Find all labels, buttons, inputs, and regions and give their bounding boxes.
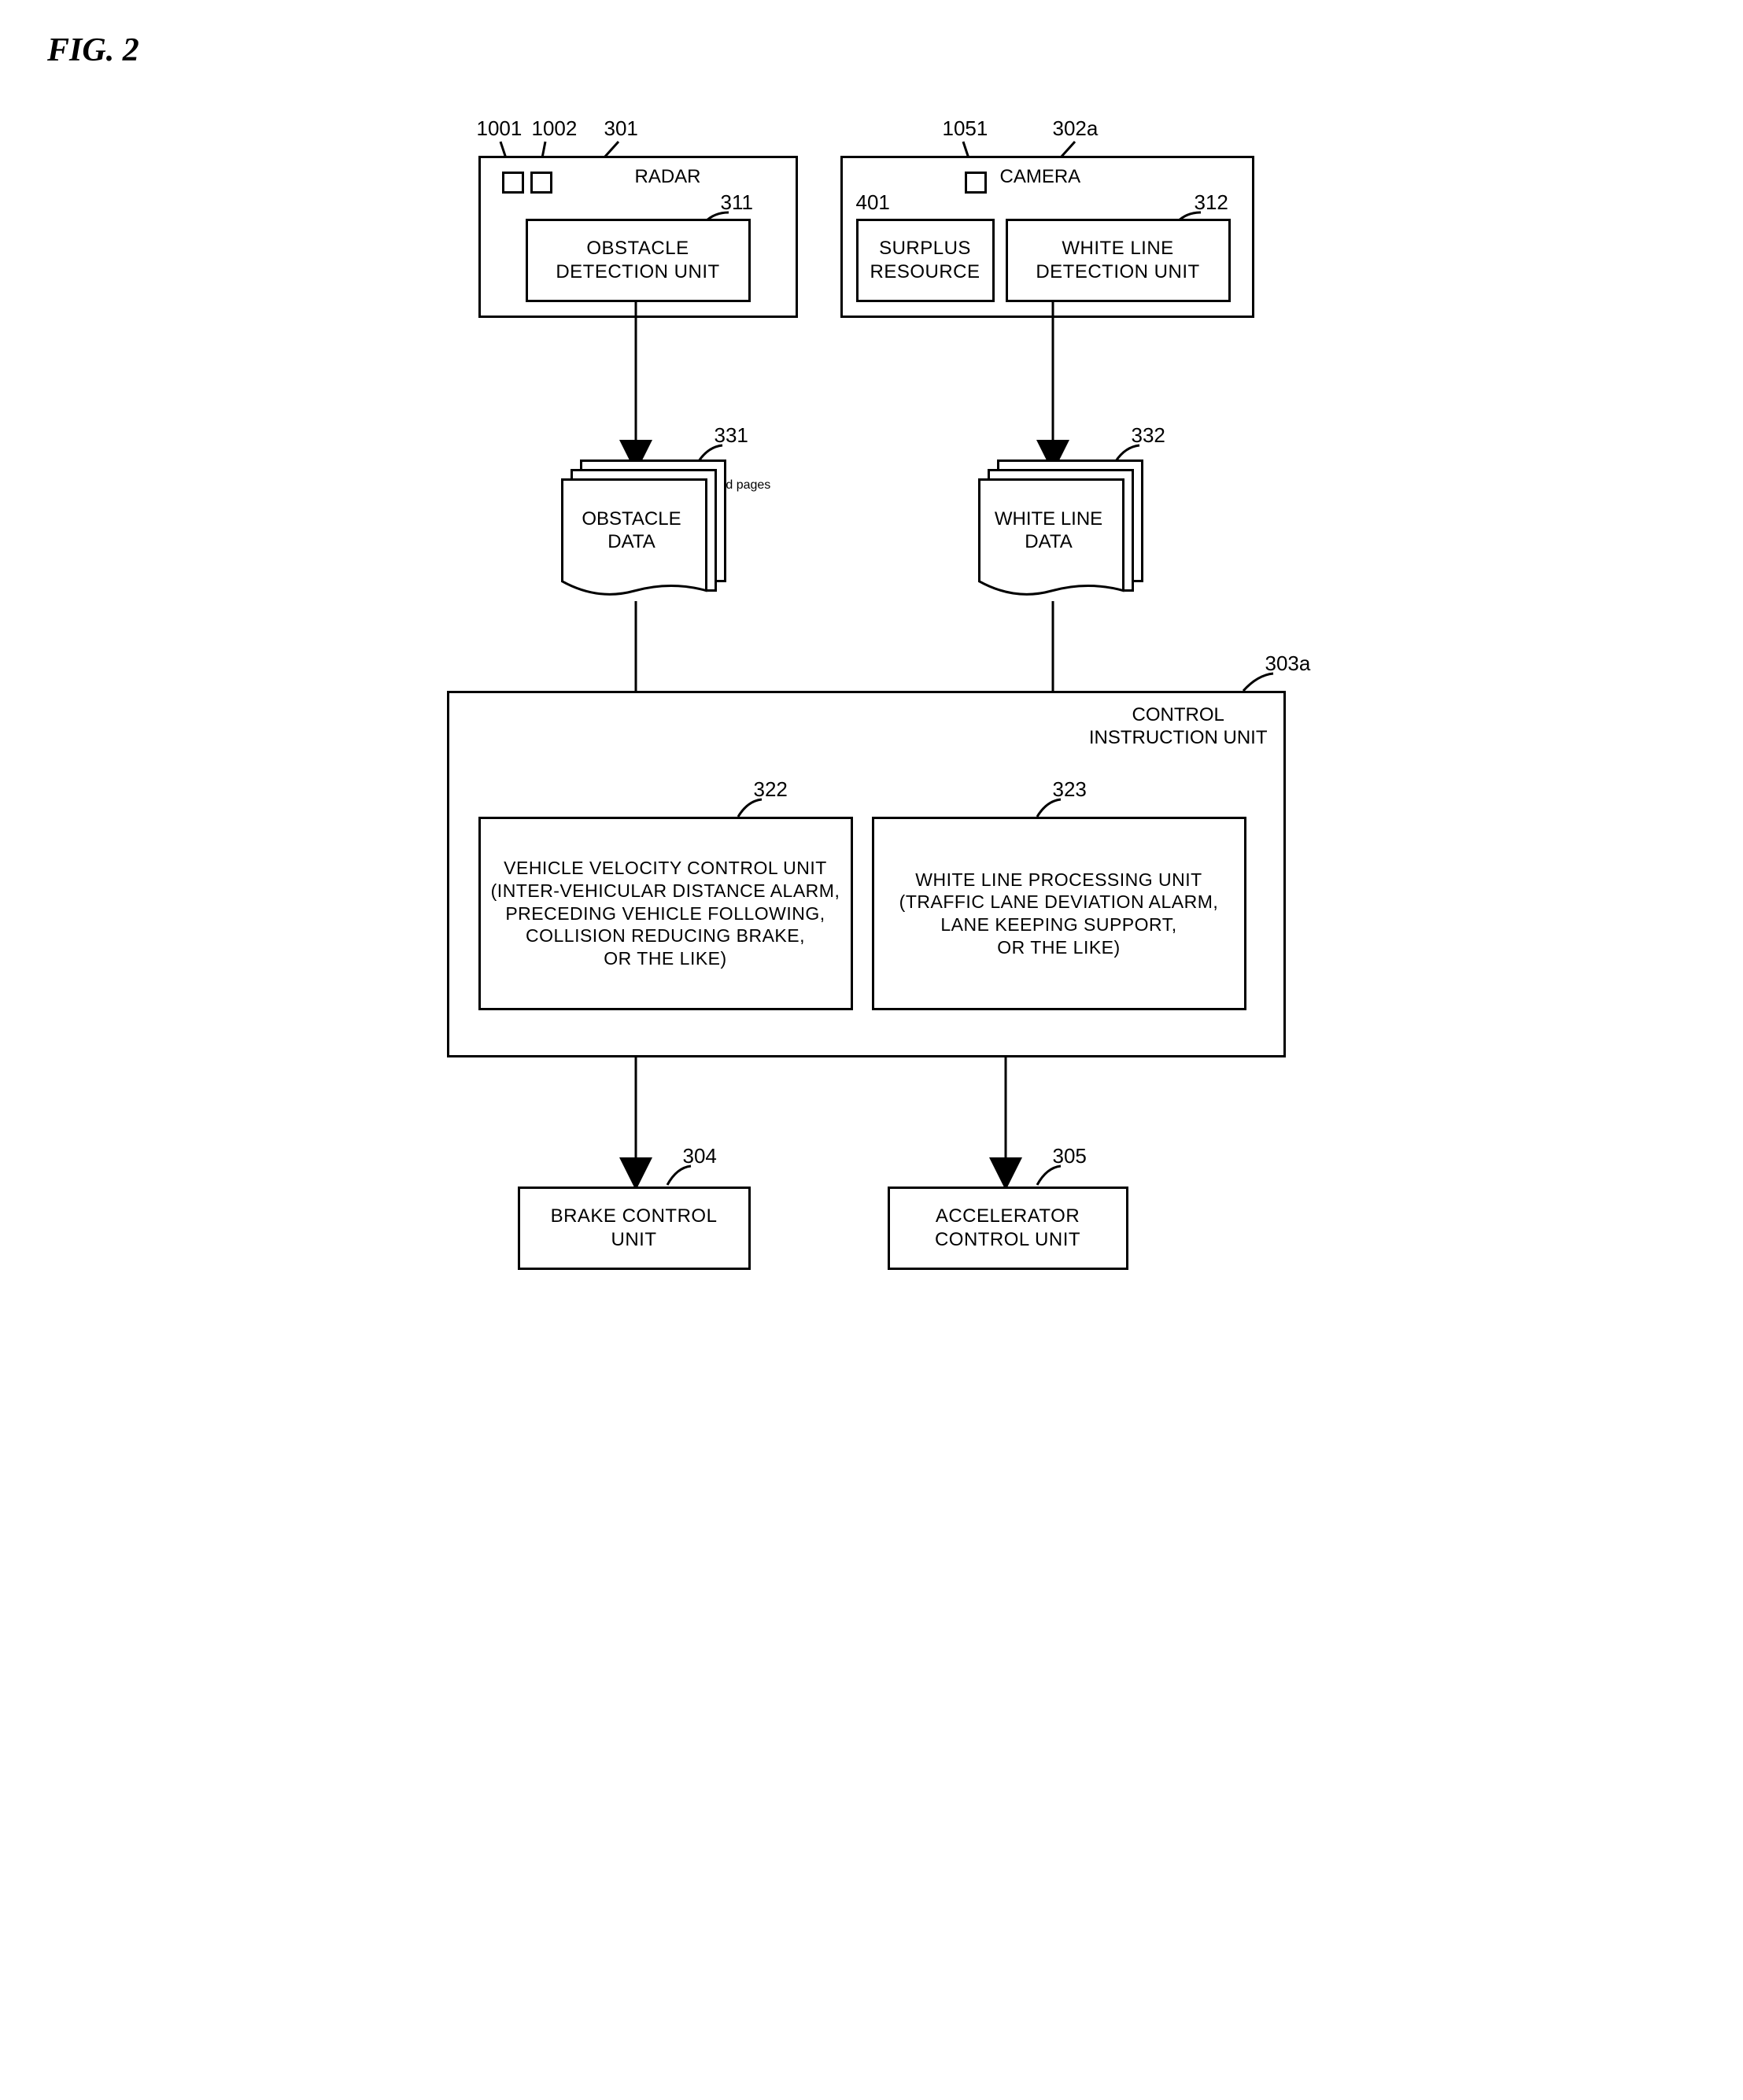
brake-l2: UNIT	[611, 1228, 657, 1252]
accel-l1: ACCELERATOR	[936, 1205, 1080, 1228]
vvcu-l4: COLLISION REDUCING BRAKE,	[526, 925, 805, 947]
vvcu-l5: OR THE LIKE)	[604, 947, 726, 970]
ciu-label: CONTROL INSTRUCTION UNIT	[1089, 704, 1268, 750]
figure-title: FIG. 2	[47, 31, 1712, 69]
vvcu-l3: PRECEDING VEHICLE FOLLOWING,	[505, 902, 825, 925]
wlpu-l1: WHITE LINE PROCESSING UNIT	[915, 869, 1202, 891]
wlpu-l4: OR THE LIKE)	[997, 936, 1120, 959]
vvcu-l2: (INTER-VEHICULAR DISTANCE ALARM,	[491, 880, 840, 902]
wlpu-l3: LANE KEEPING SUPPORT,	[940, 913, 1176, 936]
vvcu-l1: VEHICLE VELOCITY CONTROL UNIT	[504, 857, 827, 880]
accelerator-control-unit: ACCELERATOR CONTROL UNIT	[888, 1187, 1128, 1270]
obstacle-data-text: OBSTACLE DATA	[561, 508, 703, 554]
brake-control-unit: BRAKE CONTROL UNIT	[518, 1187, 751, 1270]
doc-curl-icon	[978, 581, 1124, 601]
brake-l1: BRAKE CONTROL	[551, 1205, 718, 1228]
wlpu-l2: (TRAFFIC LANE DEVIATION ALARM,	[899, 891, 1219, 913]
doc-curl-icon	[561, 581, 707, 601]
white-line-data-text: WHITE LINE DATA	[978, 508, 1120, 554]
vehicle-velocity-control-unit: VEHICLE VELOCITY CONTROL UNIT (INTER-VEH…	[478, 817, 853, 1010]
accel-l2: CONTROL UNIT	[935, 1228, 1080, 1252]
white-line-processing-unit: WHITE LINE PROCESSING UNIT (TRAFFIC LANE…	[872, 817, 1246, 1010]
obstacle-data: bottom curve cover for stacked pages OBS…	[561, 478, 771, 493]
diagram-canvas: 1001 1002 301 1051 302a RADAR 311 OBSTAC…	[400, 93, 1344, 1305]
